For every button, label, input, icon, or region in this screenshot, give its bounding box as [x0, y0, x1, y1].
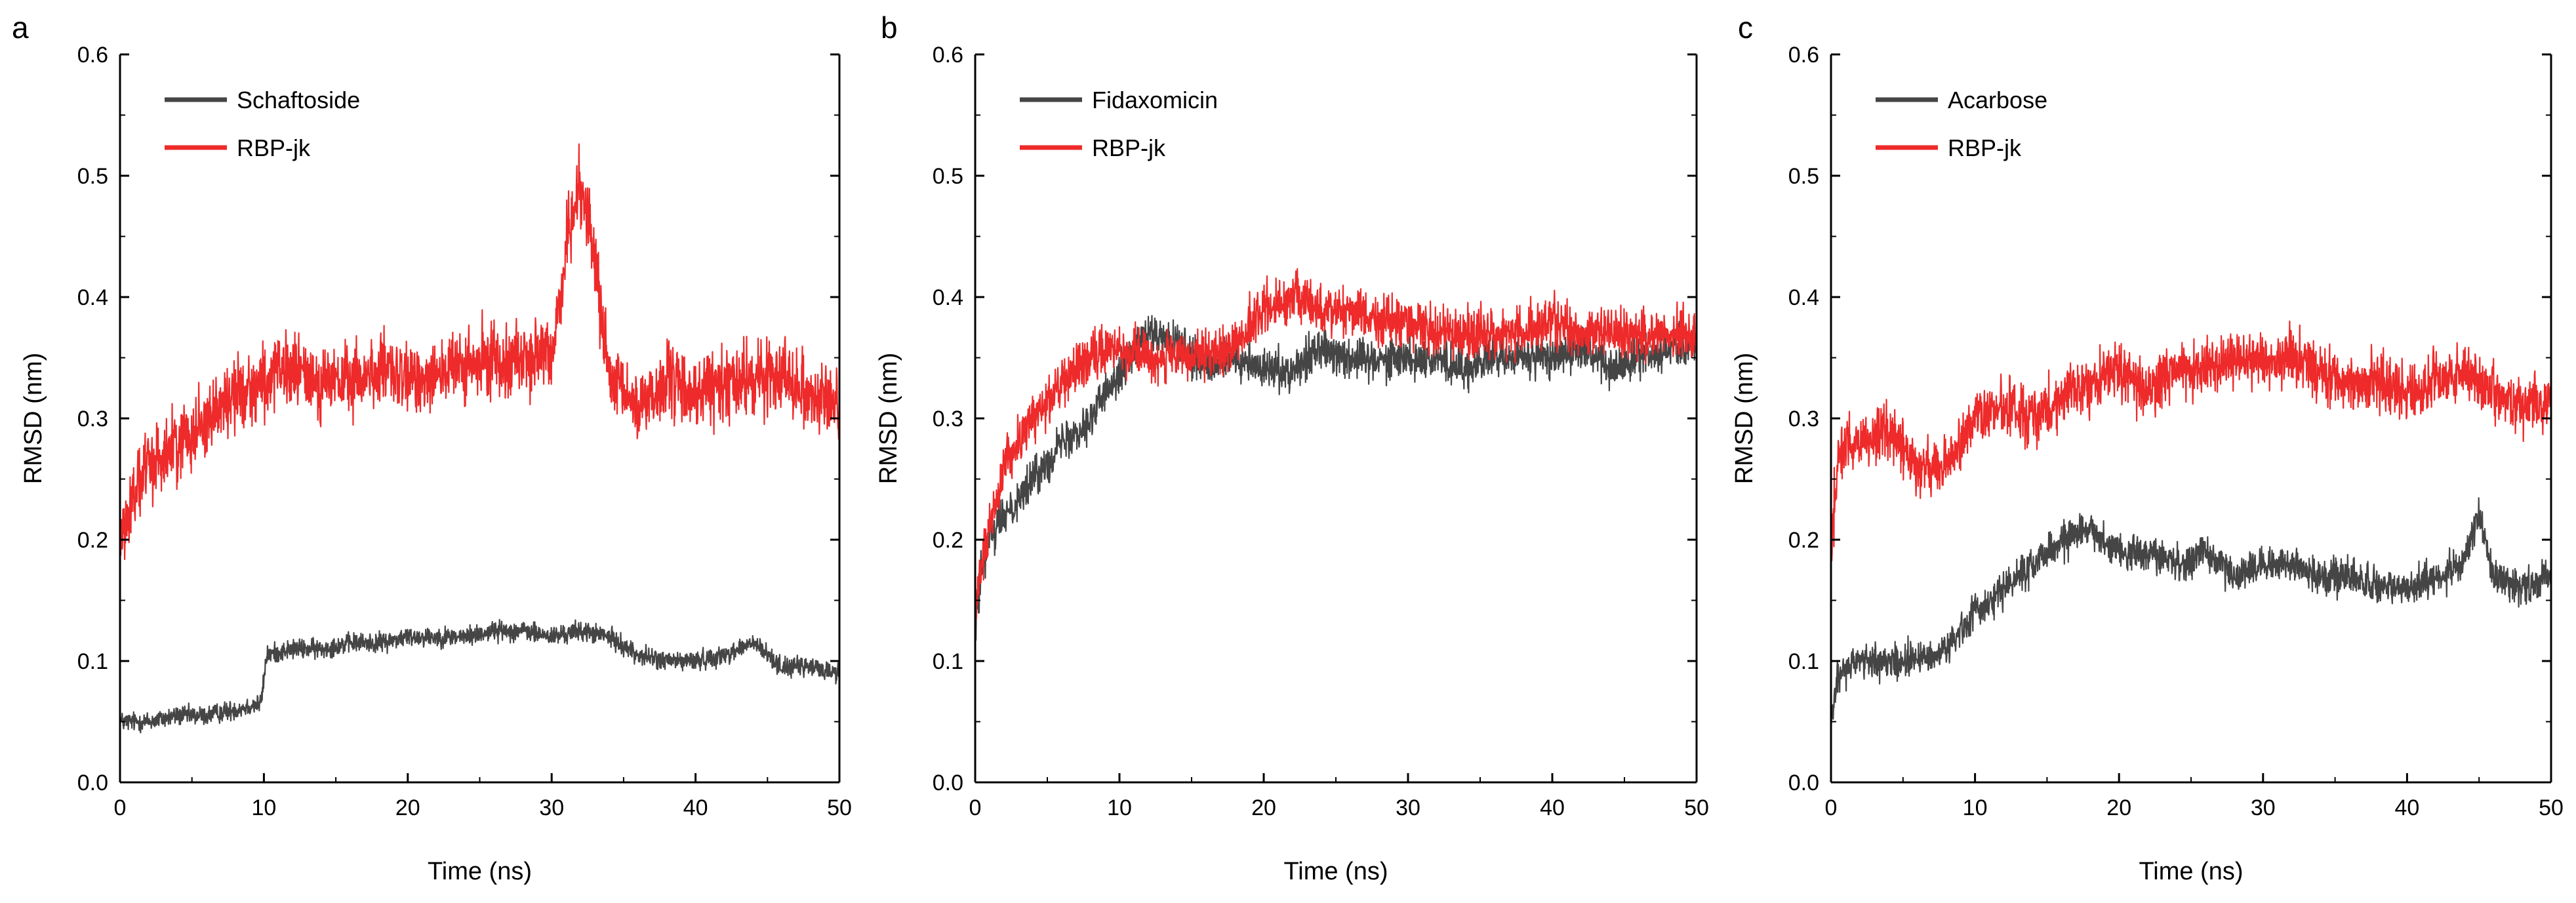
y-tick-label: 0.3	[1788, 407, 1819, 431]
y-tick-label: 0.2	[1788, 528, 1819, 553]
y-tick-label: 0.6	[933, 43, 963, 68]
y-tick-label: 0.5	[933, 164, 963, 189]
y-axis-label: RMSD (nm)	[20, 353, 47, 485]
x-tick-label: 30	[2251, 795, 2276, 820]
x-tick-label: 40	[2394, 795, 2419, 820]
x-tick-label: 50	[2539, 795, 2564, 820]
legend: Fidaxomicin RBP-jk	[1020, 87, 1218, 161]
x-tick-label: 10	[1963, 795, 1988, 820]
y-tick-label: 0.2	[77, 528, 108, 553]
x-axis-label: Time (ns)	[428, 858, 532, 885]
x-tick-label: 20	[395, 795, 420, 820]
x-tick-label: 30	[539, 795, 564, 820]
x-tick-label: 50	[827, 795, 852, 820]
y-tick-label: 0.2	[933, 528, 963, 553]
y-tick-label: 0.5	[1788, 164, 1819, 189]
y-tick-label: 0.1	[933, 649, 963, 674]
x-axis-label: Time (ns)	[1283, 858, 1388, 885]
series-line-acarbose	[1831, 497, 2551, 736]
legend: Acarbose RBP-jk	[1876, 87, 2047, 161]
legend-label: RBP-jk	[237, 134, 311, 161]
x-tick-label: 20	[2106, 795, 2131, 820]
y-tick-label: 0.4	[1788, 285, 1819, 310]
x-tick-label: 20	[1251, 795, 1276, 820]
y-tick-label: 0.1	[77, 649, 108, 674]
x-tick-label: 0	[969, 795, 982, 820]
y-tick-label: 0.0	[77, 771, 108, 795]
panel-c: c 0.0 0.1 0.2 0.3 0.4 0.5 0.6 0 10 20 30 40 50 Time (n…	[1731, 10, 2564, 885]
y-axis-label: RMSD (nm)	[1731, 353, 1758, 485]
x-axis-label: Time (ns)	[2139, 858, 2243, 885]
y-tick-label: 0.4	[77, 285, 108, 310]
y-tick-label: 0.6	[1788, 43, 1819, 68]
panel-label: a	[12, 10, 29, 45]
x-tick-label: 10	[251, 795, 276, 820]
panel-label: b	[881, 10, 898, 45]
panel-label: c	[1738, 10, 1753, 45]
x-tick-label: 0	[114, 795, 127, 820]
legend-label: Schaftoside	[237, 87, 360, 113]
x-tick-label: 40	[683, 795, 708, 820]
y-axis-label: RMSD (nm)	[875, 353, 902, 485]
legend-label: Acarbose	[1948, 87, 2047, 113]
y-tick-label: 0.3	[77, 407, 108, 431]
y-tick-label: 0.1	[1788, 649, 1819, 674]
x-tick-label: 30	[1396, 795, 1420, 820]
series-line-rbp-jk	[1831, 320, 2551, 568]
series-line-rbp-jk	[120, 143, 839, 561]
x-tick-label: 50	[1684, 795, 1709, 820]
y-tick-label: 0.0	[1788, 771, 1819, 795]
y-tick-label: 0.5	[77, 164, 108, 189]
panel-b: b 0.0 0.1 0.2 0.3 0.4 0.5 0.6 0 10 20 30 40 50 Time (n…	[875, 10, 1709, 885]
panel-a: a 0.0 0.1 0.2 0.3 0.4 0.5 0.6 0 10 20 30 40 50 Time (n…	[12, 10, 852, 885]
y-tick-label: 0.6	[77, 43, 108, 68]
legend-label: RBP-jk	[1092, 134, 1166, 161]
x-tick-label: 0	[1825, 795, 1838, 820]
series-line-rbp-jk	[975, 268, 1697, 620]
series-line-schaftoside	[120, 618, 839, 734]
legend-label: Fidaxomicin	[1092, 87, 1218, 113]
x-tick-label: 40	[1540, 795, 1565, 820]
x-tick-label: 10	[1107, 795, 1132, 820]
y-tick-label: 0.4	[933, 285, 963, 310]
series-line-fidaxomicin	[975, 315, 1697, 641]
legend-label: RBP-jk	[1948, 134, 2022, 161]
y-tick-label: 0.3	[933, 407, 963, 431]
legend: Schaftoside RBP-jk	[165, 87, 360, 161]
y-tick-label: 0.0	[933, 771, 963, 795]
